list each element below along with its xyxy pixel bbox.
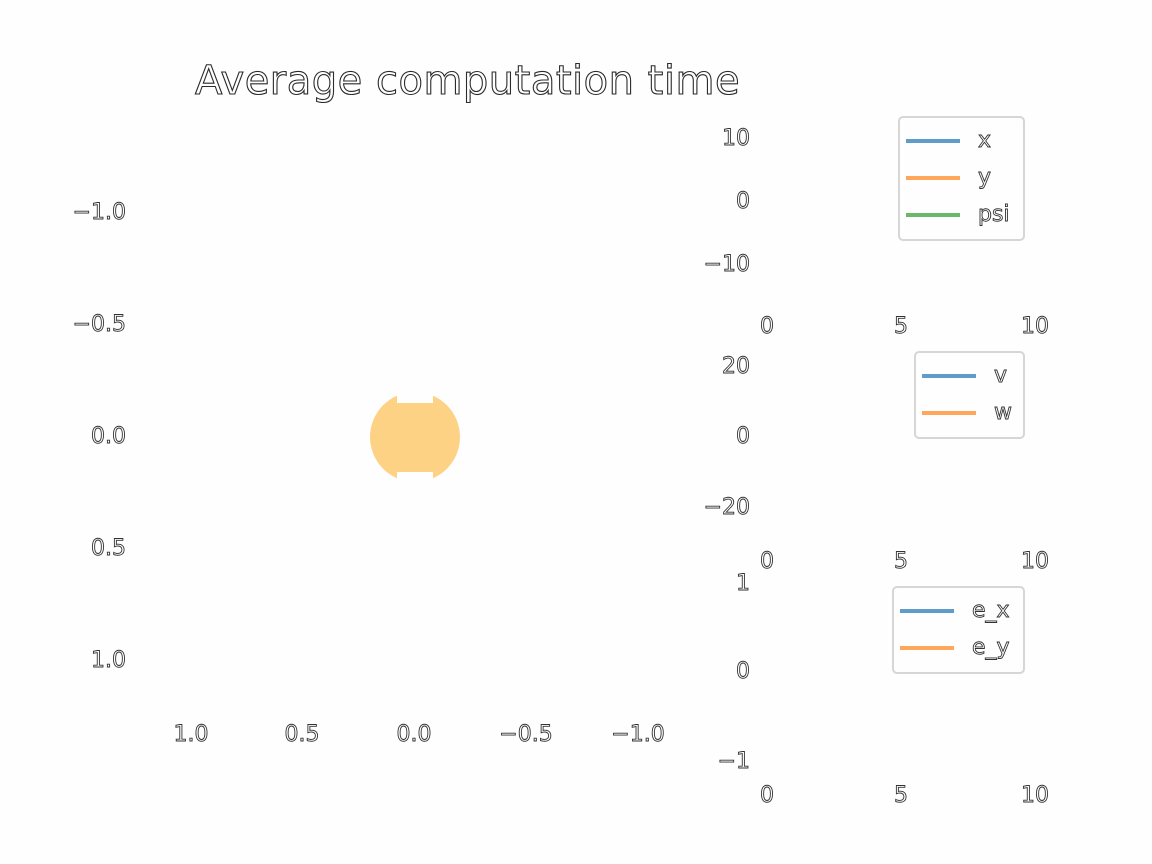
sub3-y-tick: 1 bbox=[736, 571, 751, 596]
legend-item-e-x: e_x bbox=[900, 592, 1013, 629]
y-tick: 1.0 bbox=[91, 648, 127, 673]
sub2-y-tick: −20 bbox=[703, 495, 750, 520]
sub1-x-tick: 5 bbox=[894, 314, 909, 339]
y-tick: 0.5 bbox=[91, 536, 127, 561]
legend-swatch bbox=[922, 373, 976, 378]
sub2-x-tick: 10 bbox=[1021, 549, 1050, 574]
legend-label: x bbox=[978, 128, 992, 154]
x-tick: 1.0 bbox=[173, 722, 209, 747]
legend-swatch bbox=[922, 410, 976, 415]
legend-item-e-y: e_y bbox=[900, 629, 1013, 666]
y-tick: 0.0 bbox=[91, 424, 127, 449]
sub3-y-tick: −1 bbox=[717, 749, 750, 774]
x-tick: −0.5 bbox=[499, 722, 553, 747]
sub1-y-tick: 0 bbox=[736, 189, 751, 214]
legend-swatch bbox=[906, 212, 960, 217]
sub3-x-tick: 5 bbox=[894, 783, 909, 808]
legend-item-w: w bbox=[922, 394, 1013, 431]
legend-swatch bbox=[906, 175, 960, 180]
sub1-x-tick: 0 bbox=[760, 314, 775, 339]
scatter-point bbox=[370, 392, 460, 482]
legend-item-psi: psi bbox=[906, 196, 1013, 233]
sub3-x-tick: 10 bbox=[1021, 783, 1050, 808]
legend-controls: v w bbox=[914, 351, 1025, 439]
legend-label: e_y bbox=[972, 635, 1010, 661]
legend-item-v: v bbox=[922, 357, 1013, 394]
legend-swatch bbox=[906, 138, 960, 143]
legend-states: x y psi bbox=[898, 116, 1025, 241]
chart-title: Average computation time bbox=[194, 57, 741, 104]
sub3-y-tick: 0 bbox=[736, 659, 751, 684]
x-tick: −1.0 bbox=[611, 722, 665, 747]
legend-item-y: y bbox=[906, 159, 1013, 196]
marker-layer bbox=[370, 392, 460, 483]
legend-label: psi bbox=[978, 202, 1010, 228]
sub3-x-tick: 0 bbox=[760, 783, 775, 808]
legend-label: e_x bbox=[972, 598, 1010, 624]
legend-item-x: x bbox=[906, 122, 1013, 159]
sub1-y-tick: 10 bbox=[722, 126, 751, 151]
sub1-x-tick: 10 bbox=[1021, 314, 1050, 339]
y-tick: −0.5 bbox=[72, 312, 126, 337]
legend-label: w bbox=[994, 400, 1013, 426]
sub2-x-tick: 5 bbox=[894, 549, 909, 574]
legend-swatch bbox=[900, 608, 954, 613]
sub2-y-tick: 20 bbox=[722, 354, 751, 379]
marker-notch bbox=[397, 392, 433, 403]
legend-label: y bbox=[978, 165, 992, 191]
marker-notch bbox=[397, 472, 433, 483]
legend-label: v bbox=[994, 363, 1008, 389]
y-tick: −1.0 bbox=[72, 200, 126, 225]
x-tick: 0.0 bbox=[396, 722, 432, 747]
sub2-x-tick: 0 bbox=[760, 549, 775, 574]
legend-errors: e_x e_y bbox=[892, 586, 1025, 674]
sub1-y-tick: −10 bbox=[703, 252, 750, 277]
legend-swatch bbox=[900, 645, 954, 650]
x-tick: 0.5 bbox=[284, 722, 320, 747]
sub2-y-tick: 0 bbox=[736, 424, 751, 449]
